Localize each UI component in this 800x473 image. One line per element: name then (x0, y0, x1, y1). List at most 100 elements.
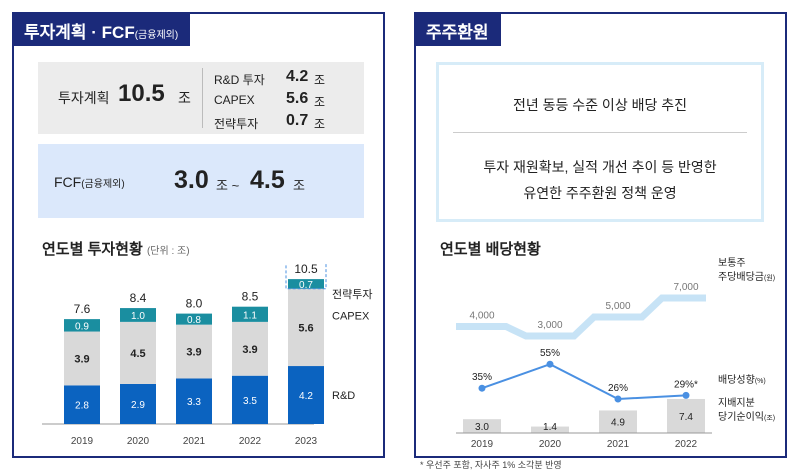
bar-value-label: 1.0 (131, 311, 145, 322)
breakdown-unit: 조 (314, 73, 326, 87)
bar-total-label: 8.4 (130, 291, 147, 305)
bar-value-label: 4.2 (299, 391, 313, 402)
bar-segment (176, 324, 212, 379)
payout-value-label: 55% (540, 348, 560, 359)
bar-value-label: 2.9 (131, 400, 145, 411)
fcf-low: 3.0 (174, 166, 209, 194)
shareholder-return-title: 주주환원 (414, 12, 501, 46)
payout-value-label: 35% (472, 372, 492, 383)
fcf-note: (금융제외) (81, 179, 125, 190)
bar-segment (288, 288, 324, 367)
net-income-bar (463, 419, 501, 433)
payout-value-label: 29%* (674, 379, 698, 390)
bar-segment (288, 366, 324, 424)
net-income-value-label: 4.9 (611, 418, 625, 429)
x-tick-label: 2020 (539, 439, 562, 448)
net-income-bar (531, 426, 569, 433)
bar-value-label: 0.8 (187, 315, 201, 326)
shareholder-return-panel: 주주환원 전년 동등 수준 이상 배당 추진 투자 재원확보, 실적 개선 추이… (414, 12, 787, 458)
payout-point (614, 395, 622, 403)
x-tick-label: 2021 (183, 436, 206, 447)
bar-segment (64, 319, 100, 332)
bar-segment (232, 375, 268, 424)
bar-value-label: 3.9 (242, 344, 257, 356)
bar-value-label: 3.5 (243, 396, 257, 407)
policy-line-1: 전년 동등 수준 이상 배당 추진 (512, 97, 687, 113)
bar-value-label: 3.9 (186, 347, 201, 359)
dps-step-line (456, 294, 706, 340)
investment-panel: 투자계획 · FCF(금융제외) 투자계획 10.5 조 R&D 투자 4.2 조 C… (12, 12, 385, 458)
bar-segment (288, 279, 324, 289)
breakdown-label: CAPEX (214, 93, 255, 107)
breakdown-unit: 조 (314, 95, 326, 109)
bar-value-label: 2.8 (75, 401, 89, 412)
fcf-box: FCF(금융제외) 3.0 조 ~ 4.5 조 (38, 144, 364, 218)
payout-point (682, 391, 690, 399)
payout-line (481, 363, 687, 401)
dps-value-label: 5,000 (605, 301, 630, 312)
fcf-high: 4.5 (250, 166, 285, 194)
dps-legend-unit: (원) (764, 273, 775, 282)
bar-segment (120, 308, 156, 322)
breakdown-label: R&D 투자 (214, 73, 265, 87)
breakdown-value: 5.6 (286, 90, 309, 107)
plan-divider (202, 68, 203, 128)
legend-capex: CAPEX (332, 310, 370, 322)
net-income-value-label: 1.4 (543, 422, 557, 433)
dps-legend-line1: 보통주 (718, 257, 746, 269)
bar-segment (64, 385, 100, 424)
investment-chart-title: 연도별 투자현황 (단위 : 조) (42, 241, 190, 258)
investment-chart: 2.8 3.9 0.9 7.6 2019 2.9 4.5 1.0 8.4 2020 3.3 3.9 0.… (42, 264, 372, 447)
breakdown-unit: 조 (314, 117, 326, 131)
x-tick-label: 2022 (675, 439, 698, 448)
bar-segment (64, 331, 100, 386)
payout-value-label: 26% (608, 383, 628, 394)
bar-value-label: 3.3 (187, 397, 201, 408)
dps-value-label: 4,000 (469, 311, 494, 322)
bar-total-label: 7.6 (74, 302, 91, 316)
bar-value-label: 4.5 (130, 348, 145, 360)
ni-legend-line2: 당기순이익(조) (718, 411, 775, 423)
net-income-bar (599, 410, 637, 433)
breakdown-value: 0.7 (286, 112, 309, 129)
bar-segment (232, 321, 268, 376)
investment-chart-unit: (단위 : 조) (146, 246, 190, 257)
bar-segment (176, 313, 212, 325)
payout-legend-unit: (%) (755, 378, 766, 385)
bar-total-label: 8.5 (242, 290, 259, 304)
payout-point (478, 384, 486, 392)
x-tick-label: 2021 (607, 439, 630, 448)
bar-segment (232, 306, 268, 322)
bar-value-label: 0.7 (299, 280, 313, 291)
policy-divider (453, 132, 747, 133)
bar-segment (176, 378, 212, 424)
x-tick-label: 2022 (239, 436, 262, 447)
fcf-label: FCF(금융제외) (54, 174, 125, 190)
bar-total-label: 10.5 (294, 264, 318, 276)
bar-segment (120, 321, 156, 384)
dividend-chart-title: 연도별 배당현황 (440, 241, 541, 258)
dps-value-label: 3,000 (537, 320, 562, 331)
ni-legend-unit: (조) (764, 414, 775, 422)
legend-strategic: 전략투자 (332, 288, 372, 301)
bar-value-label: 5.6 (298, 322, 313, 334)
dps-legend-line2: 주당배당금(원) (718, 271, 775, 283)
bar-segment (120, 383, 156, 424)
fcf-low-unit: 조 ~ (216, 178, 240, 193)
policy-line-3: 유연한 주주환원 정책 운영 (523, 185, 677, 201)
policy-box: 전년 동등 수준 이상 배당 추진 투자 재원확보, 실적 개선 추이 등 반영… (436, 62, 764, 222)
payout-legend: 배당성향(%) (718, 374, 766, 386)
net-income-value-label: 3.0 (475, 422, 489, 433)
x-tick-label: 2023 (295, 436, 318, 447)
net-income-bar (667, 398, 705, 433)
investment-plan-box: 투자계획 10.5 조 R&D 투자 4.2 조 CAPEX 5.6 조 전략투자 0.7 조 (38, 62, 364, 134)
x-tick-label: 2019 (471, 439, 494, 448)
plan-label: 투자계획 (58, 90, 110, 106)
policy-line-2: 투자 재원확보, 실적 개선 추이 등 반영한 (483, 159, 717, 175)
legend-rd: R&D (332, 390, 355, 402)
footnote: * 우선주 포함, 자사주 1% 소각분 반영 (420, 460, 562, 470)
breakdown-label: 전략투자 (214, 117, 259, 131)
breakdown-value: 4.2 (286, 68, 309, 85)
bar-total-label: 8.0 (186, 297, 203, 311)
